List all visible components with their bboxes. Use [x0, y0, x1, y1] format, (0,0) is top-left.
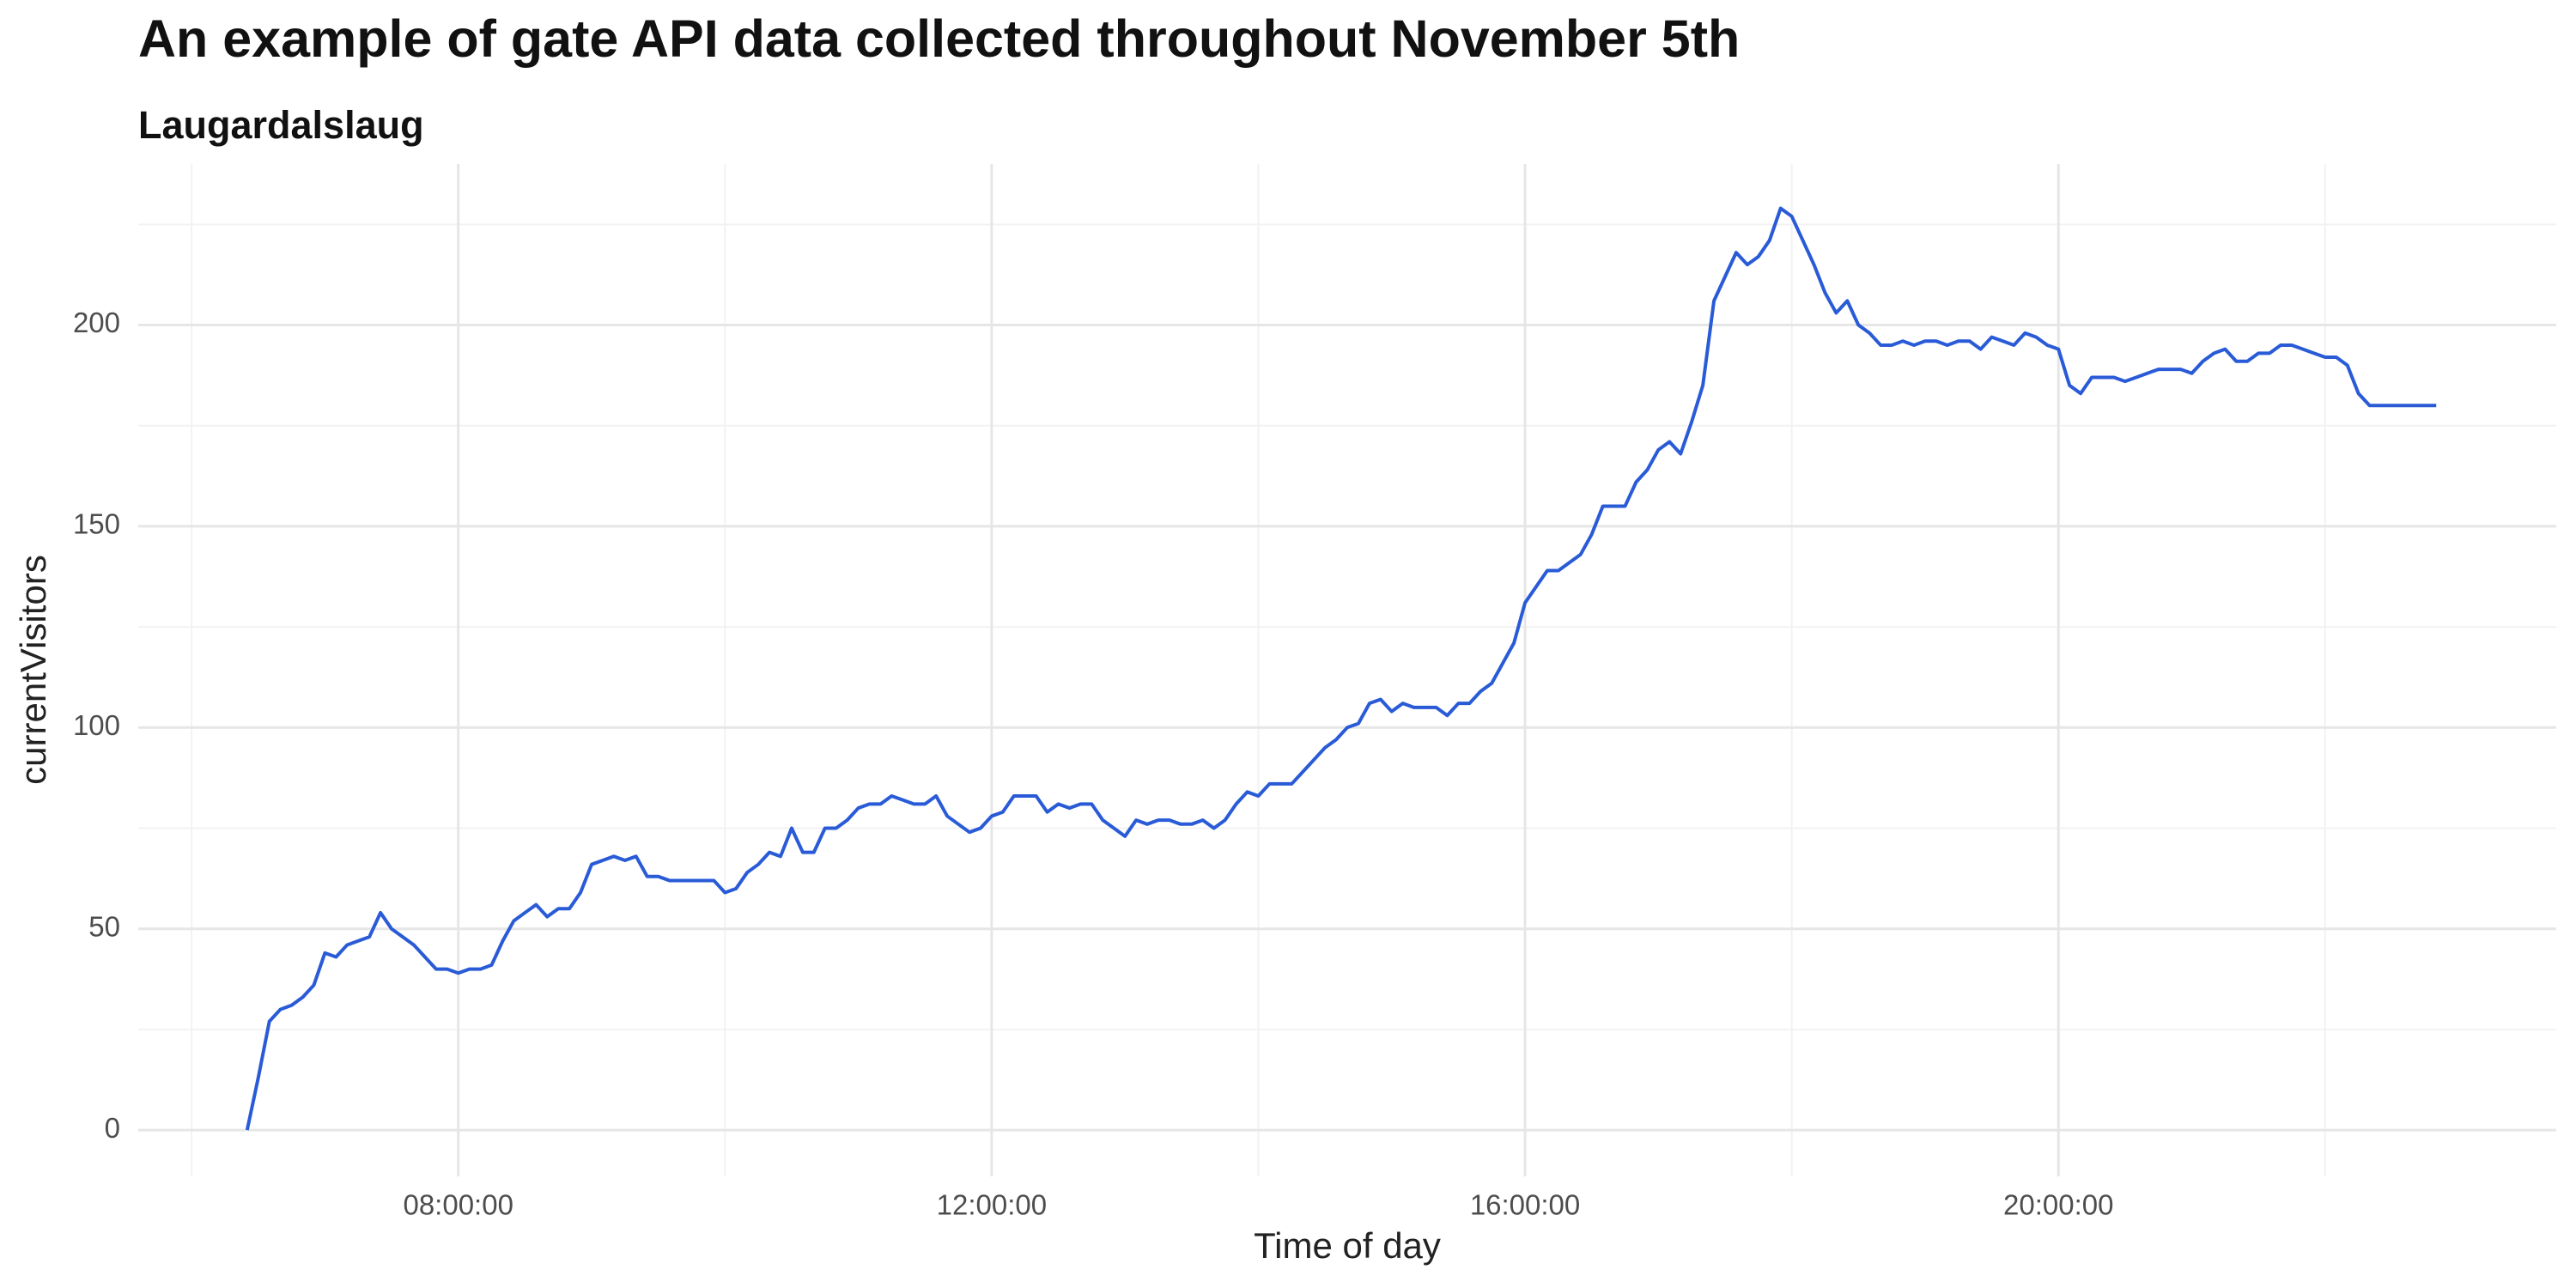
x-tick-label: 12:00:00 — [937, 1189, 1047, 1221]
y-tick-label: 200 — [73, 307, 120, 338]
chart-subtitle: Laugardalslaug — [138, 103, 424, 147]
y-tick-label: 0 — [105, 1112, 120, 1144]
x-tick-label: 08:00:00 — [403, 1189, 513, 1221]
x-axis-title: Time of day — [1254, 1225, 1441, 1266]
plot-area — [245, 206, 2437, 1131]
x-tick-label: 20:00:00 — [2003, 1189, 2113, 1221]
chart-title: An example of gate API data collected th… — [138, 9, 1740, 68]
y-tick-label: 50 — [88, 910, 120, 942]
y-tick-label: 100 — [73, 709, 120, 741]
x-tick-label: 16:00:00 — [1470, 1189, 1580, 1221]
data-line — [245, 206, 2437, 1131]
y-tick-label: 150 — [73, 508, 120, 540]
y-axis-title: currentVisitors — [13, 555, 53, 785]
